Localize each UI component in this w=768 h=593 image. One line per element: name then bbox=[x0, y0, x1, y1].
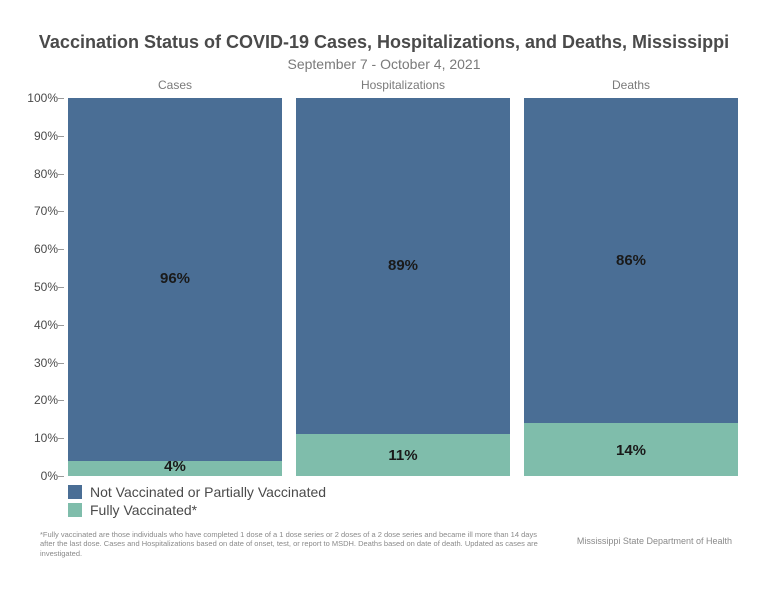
y-tick-mark bbox=[58, 174, 64, 175]
y-tick-label: 20% bbox=[34, 393, 58, 407]
bar-value-label: 96% bbox=[68, 270, 282, 287]
panel-title: Hospitalizations bbox=[296, 78, 510, 92]
y-tick-label: 80% bbox=[34, 167, 58, 181]
y-tick-mark bbox=[58, 400, 64, 401]
panel: Hospitalizations11%89% bbox=[296, 98, 510, 476]
y-tick-label: 40% bbox=[34, 318, 58, 332]
y-tick-mark bbox=[58, 438, 64, 439]
legend-item: Not Vaccinated or Partially Vaccinated bbox=[68, 484, 326, 500]
y-tick-mark bbox=[58, 249, 64, 250]
y-tick-label: 100% bbox=[27, 91, 58, 105]
y-tick-label: 30% bbox=[34, 356, 58, 370]
y-tick-mark bbox=[58, 363, 64, 364]
legend-label: Not Vaccinated or Partially Vaccinated bbox=[90, 484, 326, 500]
chart-title: Vaccination Status of COVID-19 Cases, Ho… bbox=[0, 32, 768, 53]
plot-area: Cases4%96%Hospitalizations11%89%Deaths14… bbox=[68, 98, 738, 476]
bar: 11% 89% bbox=[296, 98, 510, 476]
y-tick-mark bbox=[58, 136, 64, 137]
footnote: *Fully vaccinated are those individuals … bbox=[40, 530, 540, 558]
y-tick-label: 70% bbox=[34, 204, 58, 218]
source-text: Mississippi State Department of Health bbox=[577, 536, 732, 546]
y-tick-label: 0% bbox=[41, 469, 58, 483]
y-tick-label: 10% bbox=[34, 431, 58, 445]
legend-swatch bbox=[68, 485, 82, 499]
legend-swatch bbox=[68, 503, 82, 517]
chart-subtitle: September 7 - October 4, 2021 bbox=[0, 56, 768, 72]
chart-container: Vaccination Status of COVID-19 Cases, Ho… bbox=[0, 0, 768, 593]
panel-title: Deaths bbox=[524, 78, 738, 92]
panel: Cases4%96% bbox=[68, 98, 282, 476]
legend-label: Fully Vaccinated* bbox=[90, 502, 197, 518]
y-tick-label: 60% bbox=[34, 242, 58, 256]
y-tick-mark bbox=[58, 476, 64, 477]
bar: 4%96% bbox=[68, 98, 282, 476]
legend-item: Fully Vaccinated* bbox=[68, 502, 326, 518]
bar: 14% 86% bbox=[524, 98, 738, 476]
y-tick-mark bbox=[58, 287, 64, 288]
bar-value-label: 11% bbox=[296, 447, 510, 464]
bar-value-label: 14% bbox=[524, 442, 738, 459]
y-tick-mark bbox=[58, 98, 64, 99]
panel-title: Cases bbox=[68, 78, 282, 92]
bar-value-label: 86% bbox=[524, 252, 738, 269]
y-tick-mark bbox=[58, 325, 64, 326]
y-tick-label: 90% bbox=[34, 129, 58, 143]
y-tick-mark bbox=[58, 211, 64, 212]
y-tick-label: 50% bbox=[34, 280, 58, 294]
legend: Not Vaccinated or Partially Vaccinated F… bbox=[68, 484, 326, 520]
panel: Deaths14%86% bbox=[524, 98, 738, 476]
bar-value-label: 89% bbox=[296, 257, 510, 274]
